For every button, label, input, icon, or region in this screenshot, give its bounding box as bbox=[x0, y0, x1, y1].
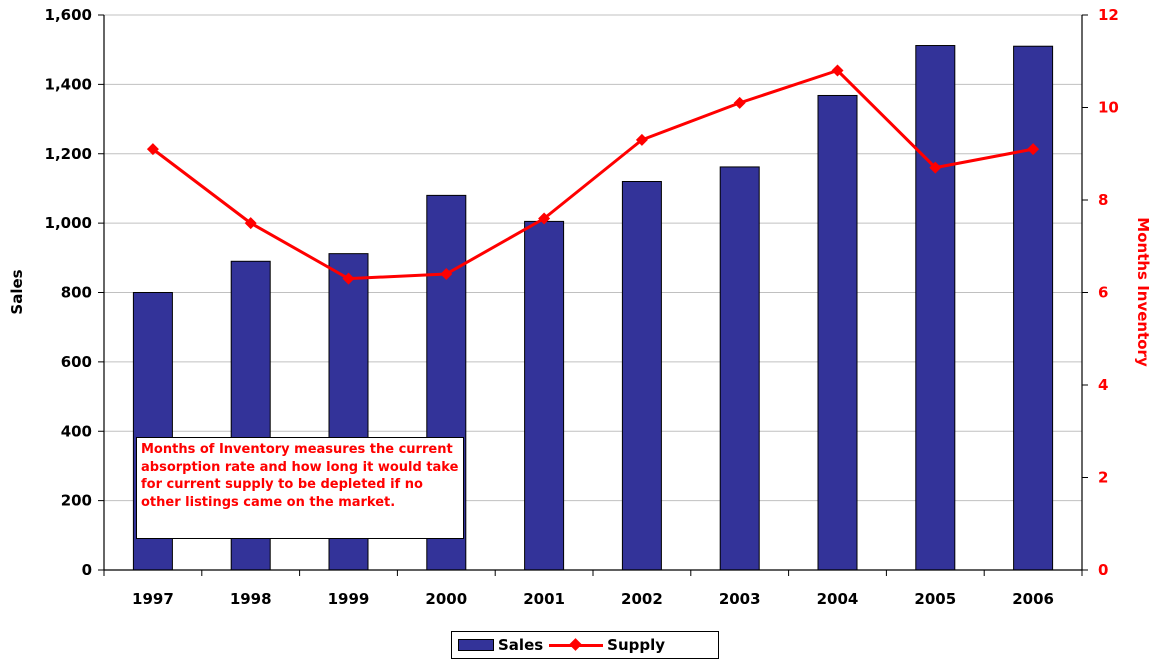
y2-tick-label: 6 bbox=[1098, 284, 1108, 302]
y-axis-title: Sales bbox=[8, 269, 26, 314]
y-tick-label: 800 bbox=[61, 284, 92, 302]
supply-point bbox=[342, 272, 355, 285]
y2-tick-label: 8 bbox=[1098, 191, 1108, 209]
legend-label-sales: Sales bbox=[498, 636, 544, 654]
x-tick-label: 2003 bbox=[719, 590, 761, 608]
y-tick-label: 1,600 bbox=[45, 6, 92, 24]
y2-tick-label: 2 bbox=[1098, 469, 1108, 487]
supply-point bbox=[146, 143, 159, 156]
x-tick-label: 2000 bbox=[425, 590, 467, 608]
supply-point bbox=[538, 212, 551, 225]
legend-swatch-sales bbox=[458, 639, 494, 651]
sales-bar bbox=[1013, 45, 1054, 571]
supply-point bbox=[244, 217, 257, 230]
y-tick-label: 1,400 bbox=[45, 75, 92, 93]
y-tick-label: 600 bbox=[61, 353, 92, 371]
y-tick-label: 1,000 bbox=[45, 214, 92, 232]
supply-series-line bbox=[151, 69, 1034, 281]
y2-tick-label: 4 bbox=[1098, 376, 1108, 394]
sales-bar bbox=[719, 166, 760, 571]
x-tick-label: 2001 bbox=[523, 590, 565, 608]
supply-point bbox=[733, 96, 746, 109]
sales-bar bbox=[621, 181, 662, 571]
x-tick-label: 2004 bbox=[817, 590, 859, 608]
y-tick-label: 200 bbox=[61, 492, 92, 510]
y-tick-label: 0 bbox=[82, 561, 92, 579]
y-tick-label: 400 bbox=[61, 422, 92, 440]
supply-point bbox=[1027, 143, 1040, 156]
y2-tick-label: 0 bbox=[1098, 561, 1108, 579]
sales-bar bbox=[524, 220, 565, 571]
x-tick-label: 2002 bbox=[621, 590, 663, 608]
legend-item-supply: Supply bbox=[543, 636, 665, 654]
x-tick-label: 1997 bbox=[132, 590, 174, 608]
tick-labels: 0 200 400 600 800 1,000 1,200 1,400 1,600 0 2 4 6 8 10… bbox=[45, 6, 1119, 608]
y2-tick-label: 10 bbox=[1098, 99, 1119, 117]
supply-line bbox=[146, 64, 1040, 285]
supply-point bbox=[831, 64, 844, 77]
supply-point bbox=[440, 268, 453, 280]
annotation-text: Months of Inventory measures the current… bbox=[141, 442, 459, 510]
legend-label-supply: Supply bbox=[607, 636, 666, 654]
legend-item-sales: Sales bbox=[458, 636, 543, 654]
y2-tick-label: 12 bbox=[1098, 6, 1119, 24]
x-tick-label: 2006 bbox=[1012, 590, 1054, 608]
x-tick-label: 2005 bbox=[914, 590, 956, 608]
sales-bar bbox=[817, 94, 858, 571]
annotation-box: Months of Inventory measures the current… bbox=[136, 437, 464, 539]
x-tick-label: 1998 bbox=[230, 590, 272, 608]
axes bbox=[98, 14, 1088, 576]
y2-axis-title: Months Inventory bbox=[1134, 217, 1152, 367]
legend: Sales Supply bbox=[451, 631, 719, 659]
supply-point bbox=[635, 133, 648, 146]
legend-swatch-supply bbox=[549, 638, 604, 652]
x-tick-label: 1999 bbox=[328, 590, 370, 608]
supply-point bbox=[929, 161, 942, 174]
sales-bar bbox=[915, 45, 956, 571]
y-tick-label: 1,200 bbox=[45, 145, 92, 163]
